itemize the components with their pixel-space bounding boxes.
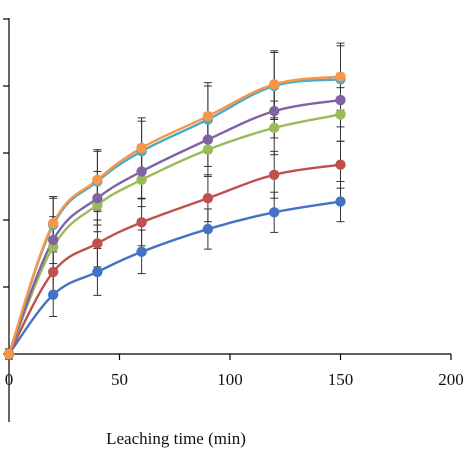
series-line-3 bbox=[7, 113, 341, 355]
data-point bbox=[335, 71, 346, 82]
series-line-2 bbox=[7, 163, 341, 355]
data-point bbox=[92, 266, 103, 278]
data-point bbox=[136, 174, 147, 185]
error-bars bbox=[5, 42, 345, 360]
data-point bbox=[269, 122, 280, 134]
series-line-1 bbox=[8, 200, 341, 355]
data-point bbox=[335, 196, 346, 207]
data-point bbox=[269, 169, 280, 180]
series-line-5 bbox=[7, 78, 341, 355]
series-line-4 bbox=[7, 98, 341, 355]
x-tick-label: 50 bbox=[111, 370, 128, 389]
data-point bbox=[48, 218, 59, 229]
data-point bbox=[92, 174, 103, 185]
data-point bbox=[136, 166, 147, 177]
data-point bbox=[202, 223, 214, 235]
data-point bbox=[335, 109, 346, 120]
series-markers bbox=[3, 71, 346, 360]
x-tick-label: 100 bbox=[217, 370, 243, 389]
data-point bbox=[202, 134, 214, 145]
data-point bbox=[48, 289, 59, 300]
data-point bbox=[335, 94, 346, 106]
x-tick-label: 200 bbox=[438, 370, 464, 389]
data-point bbox=[48, 266, 59, 278]
data-point bbox=[3, 348, 15, 360]
tick-marks bbox=[3, 18, 452, 360]
data-point bbox=[202, 193, 214, 204]
data-point bbox=[269, 105, 280, 117]
data-point bbox=[202, 144, 214, 155]
x-tick-label: 0 bbox=[5, 370, 14, 389]
x-axis-title: Leaching time (min) bbox=[106, 429, 246, 448]
x-tick-label: 150 bbox=[328, 370, 354, 389]
data-point bbox=[136, 246, 147, 258]
data-point bbox=[92, 238, 103, 249]
series-line-6 bbox=[7, 75, 341, 355]
x-tick-labels: 0 50 100 150 200 bbox=[5, 370, 464, 389]
data-point bbox=[136, 142, 147, 154]
series-lines bbox=[7, 75, 341, 355]
data-point bbox=[48, 234, 59, 246]
data-point bbox=[269, 207, 280, 218]
data-point bbox=[136, 217, 147, 228]
data-point bbox=[269, 79, 280, 90]
data-point bbox=[202, 110, 214, 122]
data-point bbox=[92, 193, 103, 204]
data-point bbox=[335, 159, 346, 170]
